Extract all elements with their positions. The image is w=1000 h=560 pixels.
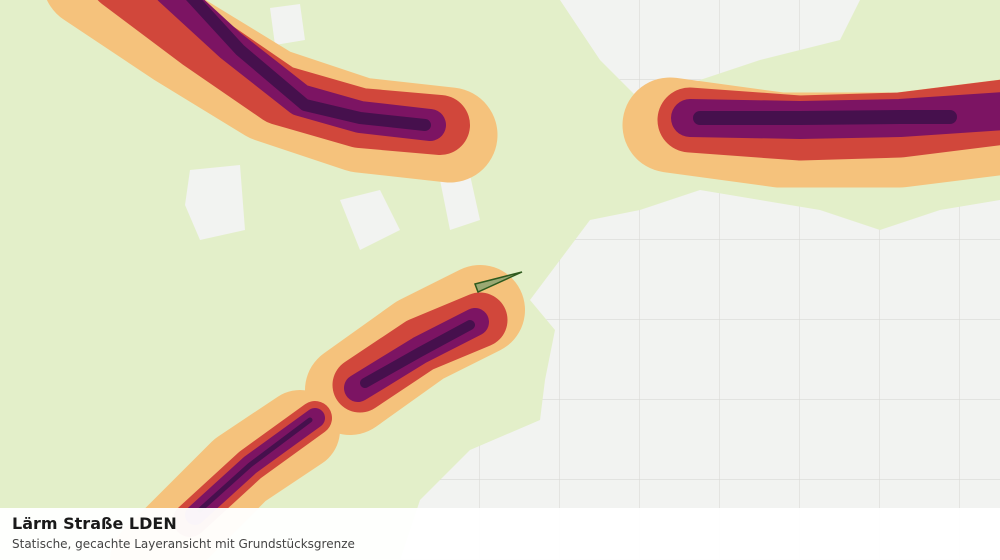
map-subtitle: Statische, gecachte Layeransicht mit Gru…	[12, 537, 355, 551]
noise-band	[305, 265, 525, 435]
parcel	[474, 271, 523, 294]
noise-band	[622, 77, 1000, 188]
map-title: Lärm Straße LDEN	[12, 514, 177, 533]
caption: Lärm Straße LDEN Statische, gecachte Lay…	[0, 508, 1000, 560]
noise-band	[47, 0, 498, 183]
